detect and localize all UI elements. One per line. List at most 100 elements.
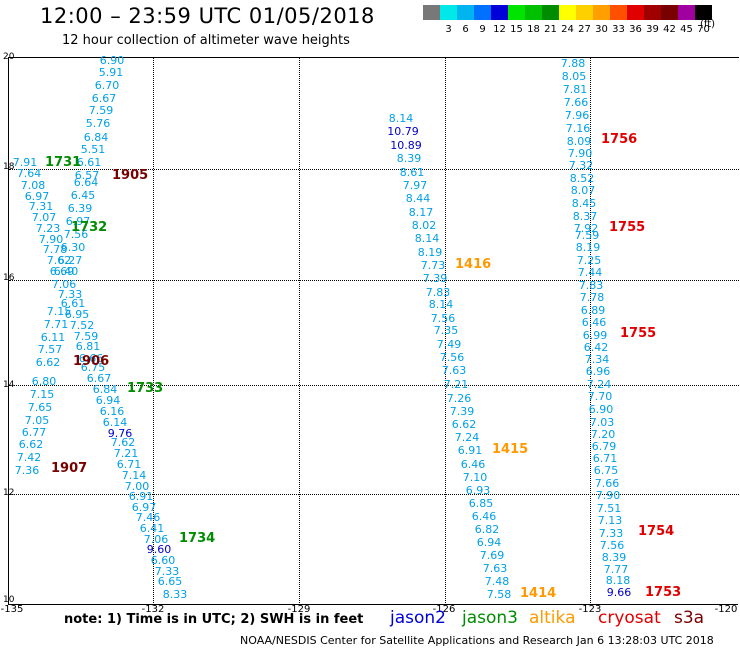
- wave-height-value: 6.97: [65, 215, 91, 228]
- wave-height-value: 5.76: [85, 117, 111, 130]
- wave-height-value: 8.19: [417, 246, 443, 259]
- x-tick-label: -123: [578, 604, 602, 615]
- wave-height-value: 8.17: [408, 206, 434, 219]
- pass-time-label: 1907: [51, 461, 88, 476]
- wave-height-value: 7.15: [29, 388, 55, 401]
- wave-height-value: 6.66: [78, 352, 104, 365]
- wave-height-value: 8.14: [428, 298, 454, 311]
- scale-label: 70: [697, 24, 710, 35]
- wave-height-value: 10.89: [390, 139, 422, 152]
- wave-height-value: 7.51: [596, 502, 622, 515]
- wave-height-value: 6.67: [91, 92, 117, 105]
- wave-height-value: 6.82: [474, 523, 500, 536]
- pass-time-label: 1754: [638, 524, 675, 539]
- wave-height-value: 6.94: [95, 394, 121, 407]
- wave-height-value: 6.62: [451, 418, 477, 431]
- scale-swatch: [593, 5, 610, 20]
- x-tick-label: -135: [0, 604, 24, 615]
- wave-height-value: 7.91: [12, 156, 38, 169]
- scale-label: 6: [462, 24, 469, 35]
- wave-height-value: 7.52: [69, 319, 95, 332]
- wave-height-value: 6.14: [102, 416, 128, 429]
- wave-height-value: 7.08: [20, 179, 46, 192]
- wave-height-value: 7.62: [46, 254, 72, 267]
- wave-height-value: 6.90: [99, 54, 125, 67]
- pass-time-label: 1415: [492, 442, 529, 457]
- wave-height-value: 7.81: [562, 83, 588, 96]
- wave-height-value: 7.78: [42, 243, 68, 256]
- legend-s3a: s3a: [674, 608, 705, 628]
- wave-height-value: 7.15: [46, 305, 72, 318]
- wave-height-value: 6.95: [64, 308, 90, 321]
- wave-height-value: 7.00: [124, 480, 150, 493]
- wave-height-value: 6.11: [40, 331, 66, 344]
- grid-line-y-4: [9, 494, 739, 495]
- legend-jason2: jason2: [390, 608, 446, 628]
- wave-height-value: 7.25: [576, 254, 602, 267]
- wave-height-value: 10.79: [387, 125, 419, 138]
- wave-height-value: 7.24: [454, 431, 480, 444]
- wave-height-value: 7.57: [37, 343, 63, 356]
- wave-height-value: 8.39: [396, 152, 422, 165]
- scale-swatch: [610, 5, 627, 20]
- x-tick-label: -120: [714, 604, 738, 615]
- wave-height-value: 7.59: [88, 104, 114, 117]
- scale-label: 33: [612, 24, 625, 35]
- wave-height-value: 6.75: [593, 464, 619, 477]
- wave-height-value: 7.88: [560, 57, 586, 70]
- pass-time-label: 1414: [520, 586, 557, 601]
- pass-time-label: 1753: [645, 585, 682, 600]
- wave-height-value: 7.66: [594, 477, 620, 490]
- wave-height-value: 9.76: [107, 427, 133, 440]
- scale-swatch: [525, 5, 542, 20]
- wave-height-value: 7.70: [587, 390, 613, 403]
- wave-height-value: 7.77: [603, 563, 629, 576]
- wave-height-value: 5.51: [80, 143, 106, 156]
- grid-line-y-1: [9, 169, 739, 170]
- grid-line-x-2: [299, 58, 300, 605]
- scale-label: 36: [629, 24, 642, 35]
- wave-height-value: 6.60: [150, 554, 176, 567]
- wave-height-value: 7.16: [565, 122, 591, 135]
- pass-time-label: 1731: [45, 155, 82, 170]
- wave-height-value: 7.92: [573, 222, 599, 235]
- grid-line-x-4: [590, 58, 591, 605]
- pass-time-label: 1756: [601, 132, 638, 147]
- wave-height-value: 7.32: [568, 159, 594, 172]
- wave-height-value: 7.63: [441, 364, 467, 377]
- wave-height-value: 7.58: [486, 588, 512, 601]
- y-tick-label: 10: [3, 595, 15, 605]
- wave-height-value: 7.49: [436, 338, 462, 351]
- wave-height-value: 7.56: [63, 228, 89, 241]
- wave-height-value: 7.10: [462, 471, 488, 484]
- wave-height-value: 7.33: [154, 565, 180, 578]
- wave-height-value: 7.06: [51, 278, 77, 291]
- wave-height-value: 7.90: [595, 489, 621, 502]
- wave-height-value: 7.64: [16, 167, 42, 180]
- pass-time-label: 1732: [71, 220, 108, 235]
- scale-label: 3: [445, 24, 452, 35]
- wave-height-value: 6.62: [18, 438, 44, 451]
- wave-height-value: 7.65: [27, 401, 53, 414]
- map-plot-area: [8, 57, 739, 605]
- wave-height-value: 6.30: [60, 241, 86, 254]
- pass-time-label: 1906: [73, 354, 110, 369]
- wave-height-value: 6.46: [581, 316, 607, 329]
- wave-height-value: 8.14: [388, 112, 414, 125]
- grid-line-y-2: [9, 280, 739, 281]
- wave-height-value: 6.71: [116, 458, 142, 471]
- scale-label: 18: [527, 24, 540, 35]
- wave-height-value: 5.91: [98, 66, 124, 79]
- wave-height-value: 6.46: [460, 458, 486, 471]
- wave-height-value: 7.07: [31, 211, 57, 224]
- pass-time-label: 1734: [179, 531, 216, 546]
- wave-height-value: 6.97: [24, 190, 50, 203]
- wave-height-value: 8.44: [405, 192, 431, 205]
- wave-height-value: 6.61: [60, 297, 86, 310]
- scale-swatch: [627, 5, 644, 20]
- scale-swatch: [491, 5, 508, 20]
- wave-height-value: 7.34: [584, 353, 610, 366]
- scale-unit: (ft): [700, 19, 716, 30]
- wave-height-value: 7.39: [449, 405, 475, 418]
- wave-height-value: 7.83: [425, 286, 451, 299]
